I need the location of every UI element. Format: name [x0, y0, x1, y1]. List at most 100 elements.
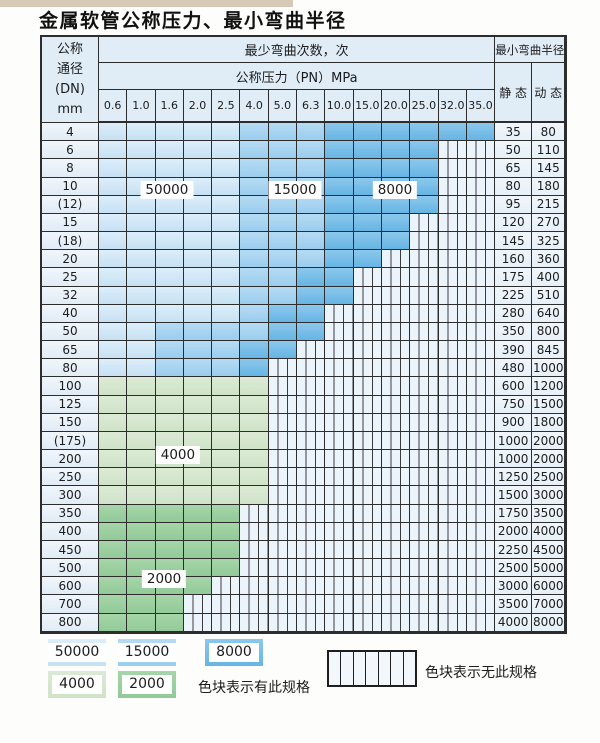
no-spec-cell	[381, 486, 411, 505]
spec-cell	[240, 377, 269, 396]
no-spec-cell	[438, 322, 467, 342]
no-spec-cell	[240, 577, 269, 596]
no-spec-cell	[438, 450, 467, 469]
spec-cell	[212, 141, 241, 160]
spec-cell	[183, 377, 213, 396]
spec-cell	[183, 250, 213, 269]
no-spec-cell	[240, 522, 269, 541]
spec-cell	[353, 195, 382, 214]
static-value: 4000	[495, 613, 533, 632]
legend-have-spec-text: 色块表示有此规格	[198, 680, 310, 696]
no-spec-cell	[268, 450, 298, 469]
spec-cell	[99, 450, 128, 469]
pressure-col-header: 35.0	[466, 90, 496, 123]
spec-cell	[325, 159, 354, 178]
static-value: 2000	[495, 522, 533, 541]
dynamic-value: 510	[532, 286, 566, 305]
dn-cell: 80	[42, 359, 99, 378]
no-spec-cell	[410, 595, 439, 614]
spec-cell	[297, 141, 326, 160]
spec-cell	[381, 213, 411, 233]
no-spec-cell	[325, 468, 354, 487]
spec-cell	[183, 341, 213, 360]
no-spec-cell	[353, 450, 382, 469]
spec-cell	[99, 159, 128, 178]
spec-cell	[297, 195, 326, 214]
pressure-col-header: 10.0	[325, 90, 354, 123]
no-spec-cell	[410, 232, 439, 251]
no-spec-cell	[466, 377, 496, 396]
dynamic-value: 6000	[532, 577, 566, 596]
spec-cell	[212, 486, 241, 505]
spec-cell	[240, 322, 269, 342]
no-spec-cell	[466, 141, 496, 160]
spec-cell	[127, 613, 156, 632]
dynamic-value: 3000	[532, 486, 566, 505]
spec-cell	[240, 232, 269, 251]
no-spec-cell	[466, 304, 496, 323]
no-spec-cell	[381, 613, 411, 632]
spec-cell	[127, 177, 156, 196]
no-spec-cell	[438, 286, 467, 305]
no-spec-cell	[466, 413, 496, 432]
dn-cell: (175)	[42, 431, 99, 451]
dynamic-value: 2500	[532, 468, 566, 487]
static-value: 1250	[495, 468, 533, 487]
no-spec-cell	[466, 177, 496, 196]
spec-cell	[127, 322, 156, 342]
no-spec-cell	[381, 395, 411, 414]
spec-cell	[297, 322, 326, 342]
static-value: 900	[495, 413, 533, 432]
no-spec-cell	[353, 304, 382, 323]
spec-cell	[297, 286, 326, 305]
no-spec-cell	[297, 450, 326, 469]
no-spec-cell	[240, 559, 269, 578]
static-value: 160	[495, 250, 533, 269]
pressure-bend-table: 公称 通径 (DN) mm 最少弯曲次数，次 最小弯曲半径 公称压力（PN）MP…	[40, 35, 568, 634]
spec-cell	[325, 250, 354, 269]
no-spec-cell	[353, 577, 382, 596]
no-spec-cell	[438, 540, 467, 560]
spec-cell	[183, 486, 213, 505]
no-spec-cell	[466, 159, 496, 178]
legend-no-spec-swatch	[327, 650, 417, 687]
no-spec-cell	[353, 613, 382, 632]
no-spec-cell	[297, 468, 326, 487]
dn-cell: 8	[42, 159, 99, 178]
spec-cell	[240, 395, 269, 414]
no-spec-cell	[466, 577, 496, 596]
no-spec-cell	[410, 450, 439, 469]
no-spec-cell	[438, 359, 467, 378]
spec-cell	[212, 123, 241, 142]
dn-cell: 40	[42, 304, 99, 323]
spec-cell	[353, 177, 382, 196]
spec-cell	[297, 268, 326, 287]
static-value: 35	[495, 123, 533, 142]
spec-cell	[212, 395, 241, 414]
spec-cell	[127, 413, 156, 432]
no-spec-cell	[438, 341, 467, 360]
spec-cell	[381, 232, 411, 251]
spec-cell	[240, 268, 269, 287]
spec-cell	[127, 577, 156, 596]
spec-cell	[99, 504, 128, 523]
static-value: 65	[495, 159, 533, 178]
no-spec-cell	[353, 540, 382, 560]
spec-cell	[99, 377, 128, 396]
spec-cell	[212, 468, 241, 487]
spec-cell	[268, 177, 298, 196]
static-value: 80	[495, 177, 533, 196]
spec-cell	[212, 413, 241, 432]
no-spec-cell	[466, 431, 496, 451]
spec-cell	[212, 377, 241, 396]
spec-cell	[268, 232, 298, 251]
no-spec-cell	[353, 359, 382, 378]
no-spec-cell	[410, 395, 439, 414]
spec-cell	[212, 159, 241, 178]
spec-cell	[127, 522, 156, 541]
pressure-col-header: 1.0	[127, 90, 156, 123]
static-value: 390	[495, 341, 533, 360]
no-spec-cell	[297, 540, 326, 560]
legend-swatch: 4000	[48, 671, 106, 698]
